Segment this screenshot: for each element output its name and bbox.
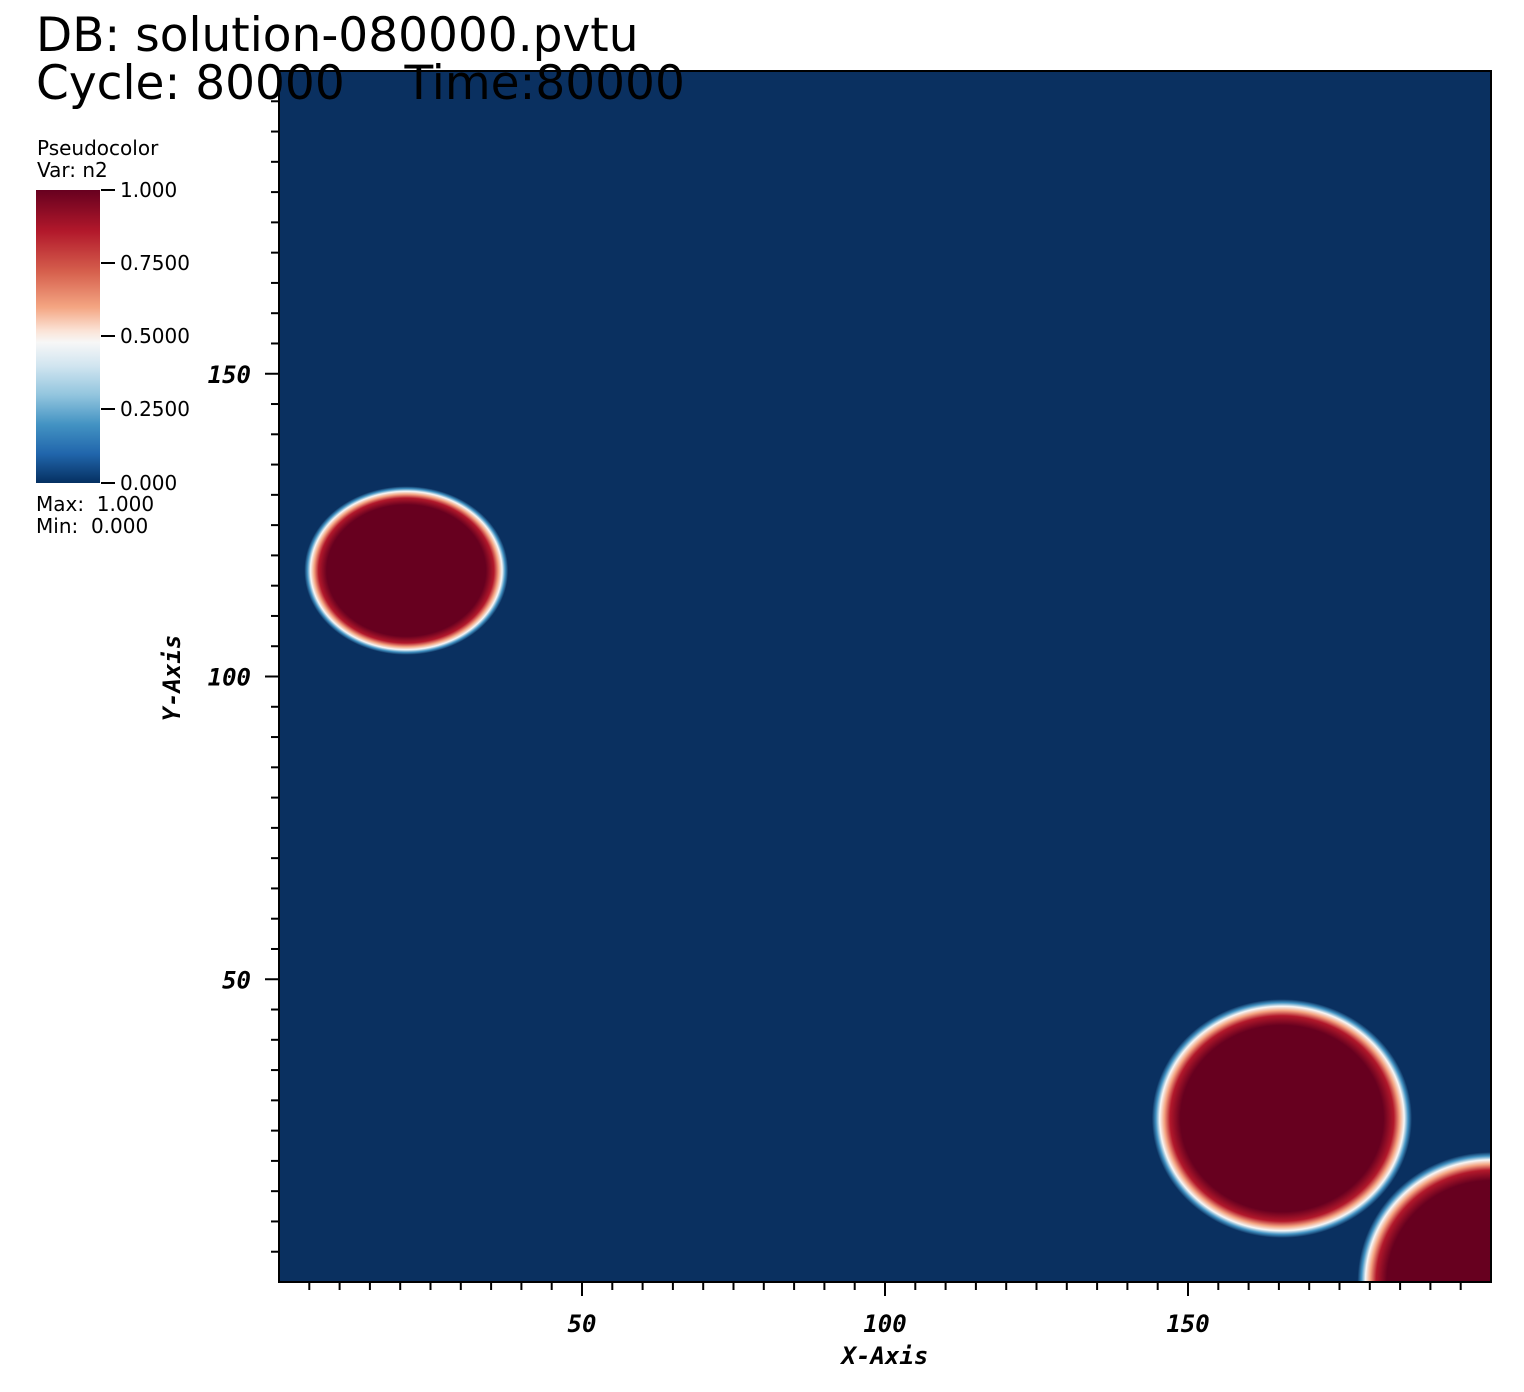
cycle-time-label: Cycle: 80000 Time:80000	[36, 56, 685, 111]
database-label: DB: solution-080000.pvtu	[36, 8, 639, 63]
colorbar-label-075: 0.7500	[120, 251, 190, 275]
colorbar-tick	[101, 482, 115, 484]
legend-min: Min: 0.000	[36, 514, 149, 538]
y-tick-label: 50	[222, 966, 251, 994]
x-tick-label: 150	[1166, 1310, 1209, 1338]
x-axis-title: X-Axis	[840, 1342, 929, 1370]
phase-blob-2	[1151, 999, 1412, 1238]
x-tick-label: 100	[863, 1310, 906, 1338]
colorbar-label-max: 1.000	[120, 178, 178, 202]
y-tick-label: 150	[208, 361, 251, 389]
x-tick-label: 50	[568, 1310, 597, 1338]
y-tick-label: 100	[208, 664, 251, 692]
phase-blob-1	[304, 486, 509, 655]
y-axis-title: Y-Axis	[158, 635, 186, 722]
legend-max: Max: 1.000	[36, 492, 155, 516]
phase-blob-3	[1357, 1152, 1491, 1282]
legend-title: Pseudocolor	[37, 136, 159, 160]
colorbar-label-025: 0.2500	[120, 397, 190, 421]
colorbar-label-050: 0.5000	[120, 324, 190, 348]
colorbar-tick	[101, 262, 115, 264]
colorbar-tick	[101, 408, 115, 410]
colorbar	[36, 190, 100, 483]
colorbar-tick	[101, 189, 115, 191]
legend-variable: Var: n2	[37, 158, 108, 182]
colorbar-tick	[101, 335, 115, 337]
colorbar-label-min: 0.000	[120, 471, 178, 495]
